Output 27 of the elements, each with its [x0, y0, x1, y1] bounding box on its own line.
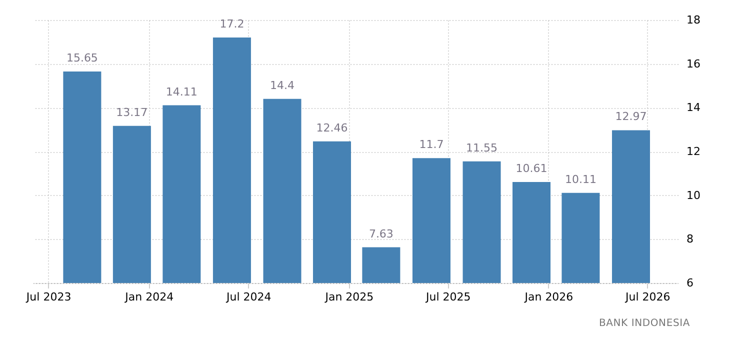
data-label: 10.61	[516, 162, 548, 175]
data-label: 11.7	[419, 138, 444, 152]
data-label: 12.97	[615, 110, 647, 124]
y-tick-label: 18	[686, 14, 700, 26]
y-tick-label: 8	[686, 232, 694, 246]
x-tick-label: Jul 2023	[25, 290, 72, 304]
text: BANK INDONESIA	[598, 318, 690, 329]
data-label: 7.63	[368, 227, 394, 240]
data-label: 14.11	[166, 85, 198, 98]
x-tick-label: Jul 2026	[624, 290, 670, 304]
y-tick-label: 6	[686, 276, 694, 290]
x-tick-label: Jan 2024	[124, 290, 174, 304]
data-label: 14.4	[270, 78, 295, 92]
y-tick-label: 12	[686, 145, 700, 158]
x-tick-label: Jul 2024	[225, 290, 272, 304]
data-label: 10.11	[564, 172, 596, 186]
y-tick-label: 10	[686, 188, 700, 202]
data-label: 17.2	[220, 18, 244, 31]
data-label: 12.46	[316, 121, 348, 134]
data-label: 13.17	[116, 106, 148, 119]
data-label: 15.65	[66, 52, 98, 65]
x-tick-label: Jul 2025	[424, 290, 471, 304]
x-tick-label: Jan 2026	[524, 290, 574, 304]
y-tick-label: 16	[686, 57, 700, 70]
data-label: 11.55	[466, 141, 498, 154]
y-tick-label: 14	[686, 101, 700, 114]
x-tick-label: Jan 2025	[324, 290, 374, 304]
